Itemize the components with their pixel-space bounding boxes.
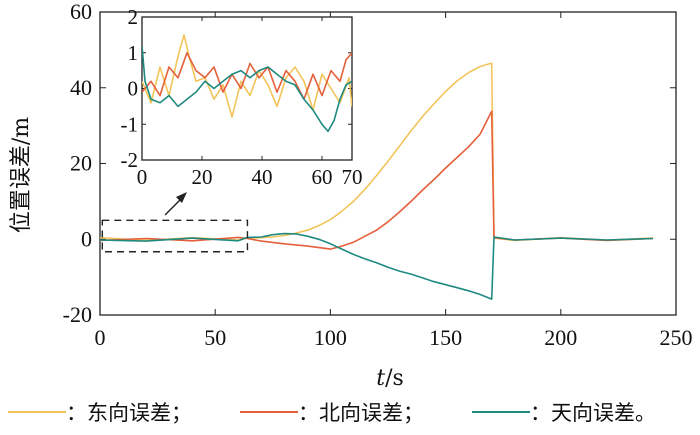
inset-series-line-2 [142,45,352,133]
inset-x-tick-label: 20 [192,165,213,189]
main-series-line-2 [100,232,654,300]
main-y-tick-label: 40 [70,75,92,100]
inset-axes-frame [141,16,353,161]
main-series-line-1 [100,110,654,250]
main-x-tick-label: 100 [314,325,347,350]
main-x-tick-label: 200 [544,325,577,350]
main-y-tick-label: 0 [81,226,92,251]
inset-x-tick-label: 40 [252,165,273,189]
main-y-tick-label: 20 [70,151,92,176]
main-x-tick-label: 0 [95,325,106,350]
x-axis-label-var: t [376,366,385,391]
legend-label-2: ：天向误差。 [530,401,656,425]
inset-x-tick-label: 0 [137,165,148,189]
main-x-tick-label: 250 [660,325,693,350]
legend-label-0: ：东向误差； [66,401,192,425]
zoom-region-box [101,219,249,253]
inset-plot: 0 20 40 60 70 -2 -1 0 1 2 [121,5,363,189]
inset-x-tick-label: 70 [342,165,363,189]
main-x-tick-label: 150 [429,325,462,350]
inset-y-tick-label: 0 [128,77,139,101]
legend-label-1: ：北向误差； [298,401,424,425]
inset-series-line-1 [142,51,352,100]
inset-x-tick-label: 60 [312,165,333,189]
zoom-region-marker [101,192,249,253]
inset-y-tick-label: 1 [128,41,139,65]
main-y-tick-label: -20 [63,302,92,327]
legend: ：东向误差； ：北向误差； ：天向误差。 [8,401,656,425]
x-axis-label: t/s [376,366,404,391]
x-axis-label-unit: /s [385,366,404,391]
inset-y-tick-label: -1 [121,112,139,136]
y-axis-label: 位置误差/m [9,117,34,233]
inset-y-tick-label: 2 [128,5,139,29]
inset-y-tick-label: -2 [121,148,139,172]
inset-series-line-0 [142,34,352,118]
main-y-tick-label: 60 [70,0,92,24]
main-x-tick-label: 50 [204,325,226,350]
zoom-arrow-head [176,192,187,203]
